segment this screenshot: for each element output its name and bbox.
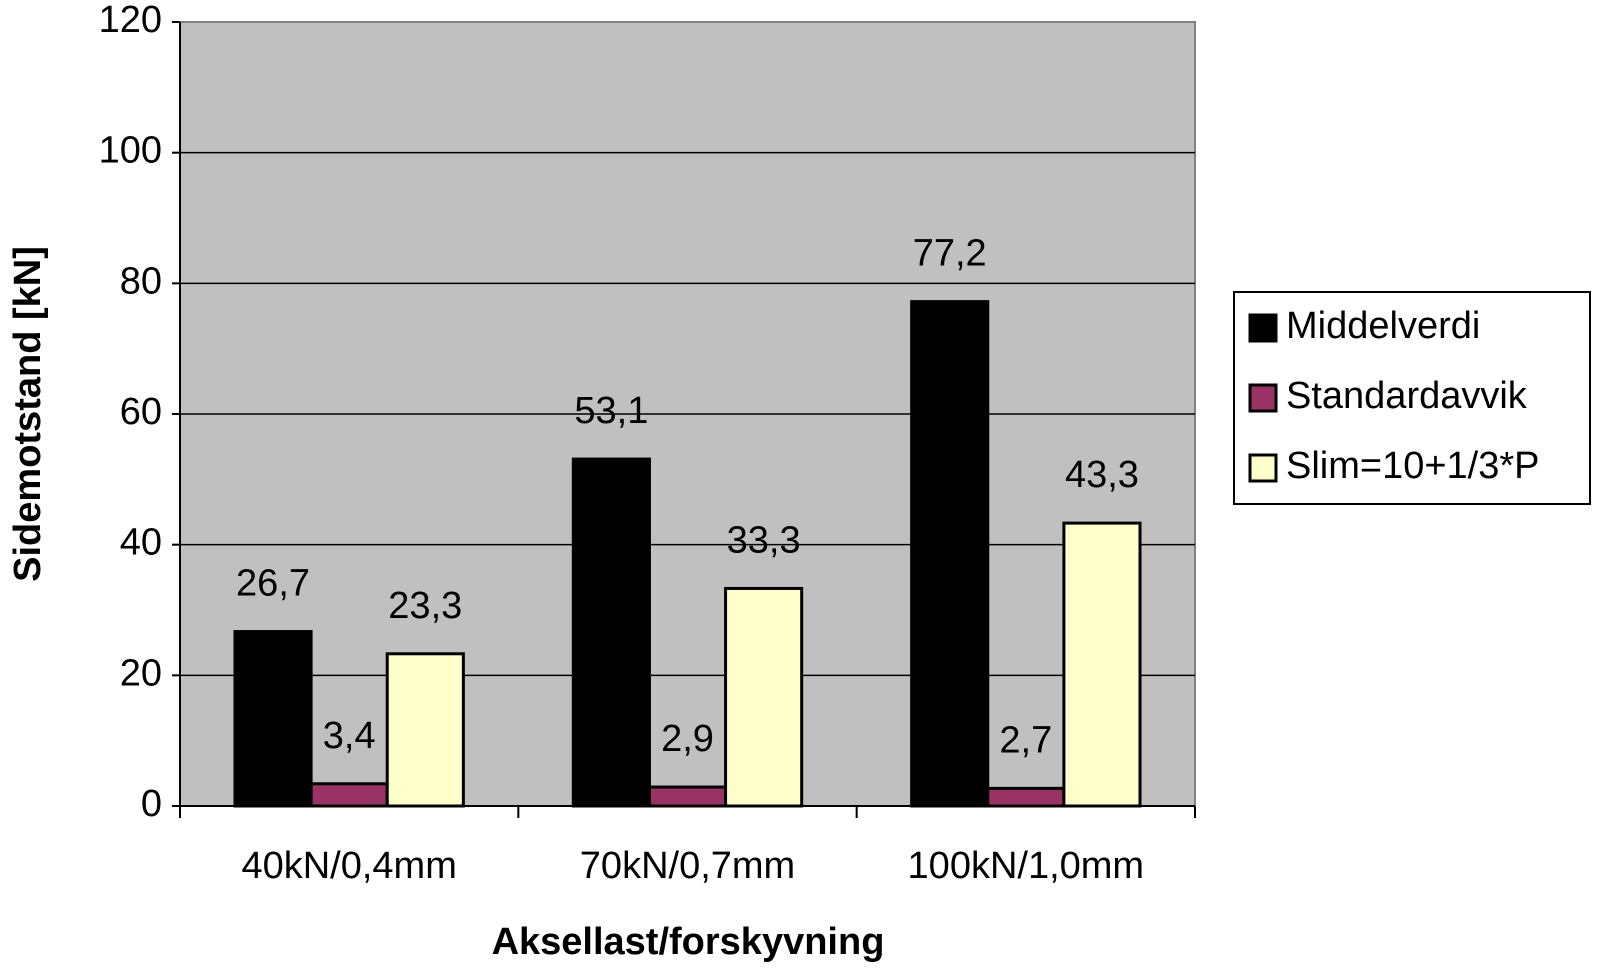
value-label: 77,2 — [913, 233, 987, 275]
legend-label: Standardavvik — [1286, 375, 1528, 417]
value-label: 3,4 — [323, 715, 376, 757]
bar — [1062, 521, 1142, 808]
x-tick-label: 100kN/1,0mm — [908, 845, 1145, 887]
value-label: 43,3 — [1065, 454, 1139, 496]
bar — [233, 630, 313, 808]
y-tick-label: 100 — [99, 130, 162, 172]
value-label: 2,9 — [661, 718, 714, 760]
legend-label: Middelverdi — [1286, 305, 1480, 347]
bar — [910, 300, 990, 808]
bar — [571, 457, 651, 808]
x-axis-title: Aksellast/forskyvning — [492, 921, 885, 963]
value-label: 2,7 — [999, 719, 1052, 761]
legend-box — [1233, 291, 1591, 505]
bar — [309, 782, 389, 808]
x-tick-label: 70kN/0,7mm — [580, 845, 795, 887]
y-tick-label: 0 — [141, 783, 162, 825]
bar — [986, 786, 1066, 808]
y-axis-title: Sidemotstand [kN] — [7, 246, 49, 582]
bar — [385, 652, 465, 808]
y-tick-label: 80 — [120, 260, 162, 302]
legend-swatch — [1248, 383, 1278, 413]
legend-label: Slim=10+1/3*P — [1286, 445, 1540, 487]
x-tick-label: 40kN/0,4mm — [241, 845, 456, 887]
y-tick-label: 20 — [120, 652, 162, 694]
value-label: 53,1 — [574, 390, 648, 432]
value-label: 26,7 — [236, 563, 310, 605]
legend-swatch — [1248, 453, 1278, 483]
bar — [647, 785, 728, 808]
bar — [724, 586, 804, 808]
legend-swatch — [1248, 313, 1278, 343]
y-tick-label: 40 — [120, 522, 162, 564]
y-tick-label: 120 — [99, 0, 162, 41]
y-tick-label: 60 — [120, 391, 162, 433]
value-label: 33,3 — [727, 519, 801, 561]
value-label: 23,3 — [388, 585, 462, 627]
